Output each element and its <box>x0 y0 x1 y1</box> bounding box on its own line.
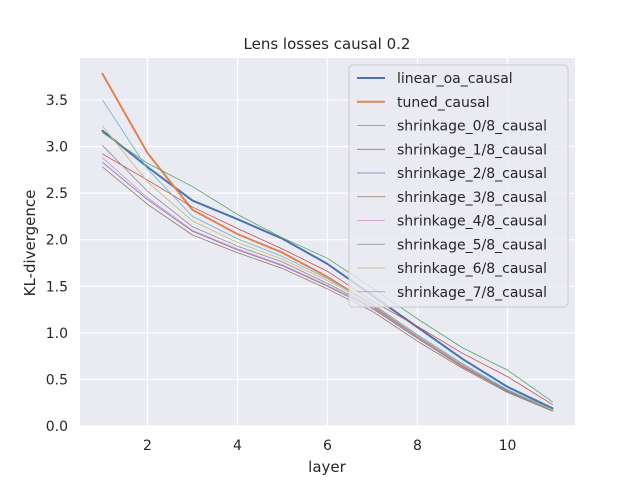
x-tick-label: 4 <box>233 438 242 454</box>
x-axis-label: layer <box>308 458 346 476</box>
series-line-shrinkage-4-8-causal <box>102 157 553 411</box>
legend-label-shrinkage-6-8-causal: shrinkage_6/8_causal <box>397 261 547 277</box>
y-tick-label: 0.0 <box>46 419 68 435</box>
y-tick-label: 3.5 <box>46 93 68 109</box>
series-lines <box>101 72 554 412</box>
legend-label-shrinkage-0-8-causal: shrinkage_0/8_causal <box>397 119 547 135</box>
y-axis-label: KL-divergence <box>21 190 39 297</box>
series-line-shrinkage-1-8-causal <box>102 153 553 405</box>
legend-label-shrinkage-2-8-causal: shrinkage_2/8_causal <box>397 166 547 182</box>
legend-label-shrinkage-1-8-causal: shrinkage_1/8_causal <box>397 142 547 158</box>
y-tick-label: 1.0 <box>46 326 68 342</box>
series-line-shrinkage-2-8-causal <box>102 161 553 411</box>
legend-label-shrinkage-3-8-causal: shrinkage_3/8_causal <box>397 190 547 206</box>
legend-label-shrinkage-4-8-causal: shrinkage_4/8_causal <box>397 214 547 230</box>
y-tick-label: 2.0 <box>46 233 68 249</box>
legend-label-tuned-causal: tuned_causal <box>397 95 490 111</box>
y-tick-labels: 0.0 0.5 1.0 1.5 2.0 2.5 3.0 3.5 <box>46 93 68 435</box>
legend-label-shrinkage-7-8-causal: shrinkage_7/8_causal <box>397 285 547 301</box>
series-line-shrinkage-3-8-causal <box>102 166 553 412</box>
x-tick-label: 8 <box>413 438 422 454</box>
x-tick-labels: 2 4 6 8 10 <box>143 438 516 454</box>
chart-title: Lens losses causal 0.2 <box>244 35 411 53</box>
legend-label-shrinkage-5-8-causal: shrinkage_5/8_causal <box>397 237 547 253</box>
legend: linear_oa_causal tuned_causal shrinkage_0/… <box>348 64 569 308</box>
legend-box <box>348 64 569 308</box>
legend-label-linear-oa-causal: linear_oa_causal <box>397 71 513 87</box>
series-line-shrinkage-7-8-causal <box>102 99 553 410</box>
series-line-shrinkage-0-8-causal <box>102 132 553 403</box>
y-tick-label: 0.5 <box>46 372 68 388</box>
x-tick-label: 6 <box>323 438 332 454</box>
series-line-shrinkage-6-8-causal <box>102 125 553 411</box>
x-tick-label: 2 <box>143 438 152 454</box>
x-tick-label: 10 <box>499 438 517 454</box>
y-tick-label: 1.5 <box>46 279 68 295</box>
y-tick-label: 2.5 <box>46 186 68 202</box>
y-tick-label: 3.0 <box>46 140 68 156</box>
